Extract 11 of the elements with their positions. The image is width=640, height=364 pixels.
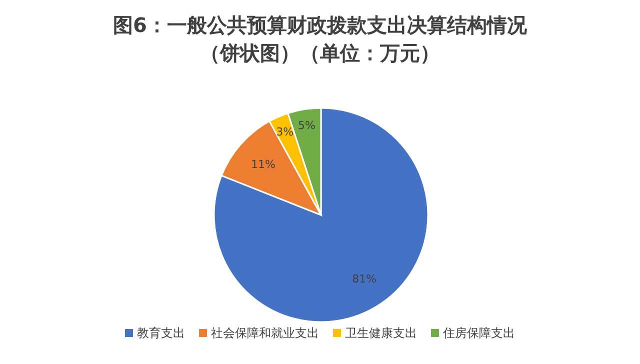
legend-label: 教育支出 [137,326,185,340]
data-label: 3% [276,126,294,139]
chart-subtitle: （饼状图）（单位：万元） [200,41,440,65]
legend-label: 卫生健康支出 [345,326,417,340]
legend-label: 住房保障支出 [442,326,515,340]
chart-title: 图6：一般公共预算财政拨款支出决算结构情况 [113,13,528,37]
data-label: 5% [298,119,316,132]
pie-slice [213,107,429,323]
data-label: 11% [250,158,276,172]
legend-label: 社会保障和就业支出 [211,326,319,340]
data-label: 81% [352,272,377,286]
